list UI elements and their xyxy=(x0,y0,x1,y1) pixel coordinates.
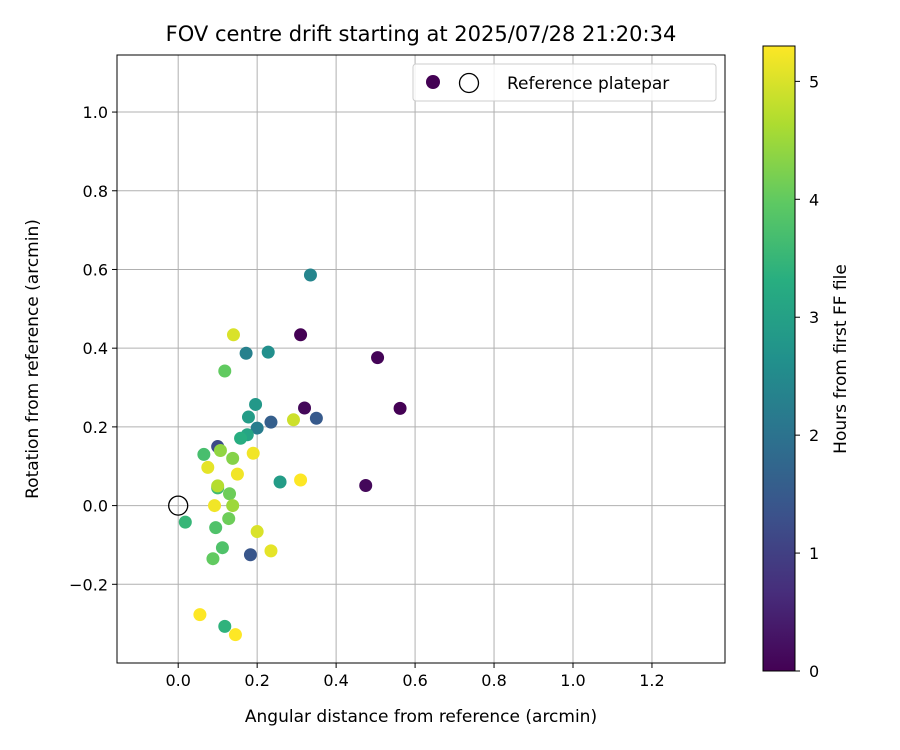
data-point xyxy=(215,541,229,555)
data-point xyxy=(294,328,308,342)
data-point xyxy=(264,415,278,429)
data-point xyxy=(226,499,240,513)
data-point xyxy=(218,364,232,378)
y-tick-label: 0.6 xyxy=(83,260,108,279)
data-point xyxy=(193,608,207,622)
y-axis-label: Rotation from reference (arcmin) xyxy=(23,219,43,499)
data-point xyxy=(218,619,232,633)
data-point xyxy=(250,525,264,539)
colorbar: 0 1 2 3 4 5 Hours from first FF file xyxy=(762,45,851,681)
x-axis-label: Angular distance from reference (arcmin) xyxy=(245,707,597,727)
data-points xyxy=(168,268,407,642)
data-point xyxy=(393,401,407,415)
colorbar-label: Hours from first FF file xyxy=(831,264,851,454)
data-point xyxy=(241,410,255,424)
data-point xyxy=(261,345,275,359)
y-tick-label: 0.0 xyxy=(83,497,108,516)
data-point xyxy=(249,397,263,411)
data-point xyxy=(206,552,220,566)
data-point xyxy=(208,499,222,513)
data-point xyxy=(246,446,260,460)
x-tick-label: 0.0 xyxy=(165,671,190,690)
data-point xyxy=(197,447,211,461)
y-tick-label: 0.2 xyxy=(83,418,108,437)
legend-marker-reference xyxy=(458,72,480,94)
data-point xyxy=(303,268,317,282)
plot-frame xyxy=(116,54,726,664)
x-tick-label: 1.2 xyxy=(639,671,664,690)
colorbar-tick-label: 0 xyxy=(809,662,819,681)
data-point xyxy=(298,401,312,415)
colorbar-tick-label: 3 xyxy=(809,308,819,327)
x-tick-label: 0.4 xyxy=(323,671,348,690)
colorbar-tick-label: 2 xyxy=(809,426,819,445)
data-point xyxy=(222,512,236,526)
data-point xyxy=(228,628,242,642)
colorbar-gradient xyxy=(762,45,796,672)
y-tick-label: −0.2 xyxy=(69,575,108,594)
x-tick-label: 1.0 xyxy=(560,671,585,690)
y-axis: −0.2 0.0 0.2 0.4 0.6 0.8 1.0 xyxy=(69,103,117,594)
legend-marker-data xyxy=(426,75,440,89)
grid-lines xyxy=(117,55,725,663)
legend-label-reference: Reference platepar xyxy=(507,74,669,94)
data-point xyxy=(226,328,240,342)
data-point xyxy=(250,421,264,435)
colorbar-tick-label: 4 xyxy=(809,190,819,209)
x-tick-label: 0.8 xyxy=(481,671,506,690)
legend-box xyxy=(412,63,717,102)
x-axis: 0.0 0.2 0.4 0.6 0.8 1.0 1.2 xyxy=(165,663,665,690)
chart-title: FOV centre drift starting at 2025/07/28 … xyxy=(166,22,677,46)
reference-point xyxy=(168,495,189,516)
data-point xyxy=(359,479,373,493)
data-point xyxy=(243,548,257,562)
data-point xyxy=(234,431,248,445)
data-point xyxy=(226,451,240,465)
data-point xyxy=(178,515,192,529)
data-point xyxy=(209,521,223,535)
data-point xyxy=(286,413,300,427)
y-tick-label: 0.4 xyxy=(83,339,108,358)
data-point xyxy=(239,346,253,360)
data-point xyxy=(213,443,227,457)
colorbar-tick-label: 5 xyxy=(809,72,819,91)
colorbar-tick-label: 1 xyxy=(809,544,819,563)
data-point xyxy=(230,467,244,481)
data-point xyxy=(309,411,323,425)
data-point xyxy=(273,475,287,489)
data-point xyxy=(223,487,237,501)
data-point xyxy=(294,473,308,487)
legend: Reference platepar xyxy=(412,63,717,102)
data-point xyxy=(371,351,385,365)
x-tick-label: 0.2 xyxy=(244,671,269,690)
y-tick-label: 1.0 xyxy=(83,103,108,122)
colorbar-ticks: 0 1 2 3 4 5 xyxy=(795,72,819,681)
data-point xyxy=(201,460,215,474)
y-tick-label: 0.8 xyxy=(83,182,108,201)
x-tick-label: 0.6 xyxy=(402,671,427,690)
data-point xyxy=(264,544,278,558)
data-point xyxy=(211,479,225,493)
